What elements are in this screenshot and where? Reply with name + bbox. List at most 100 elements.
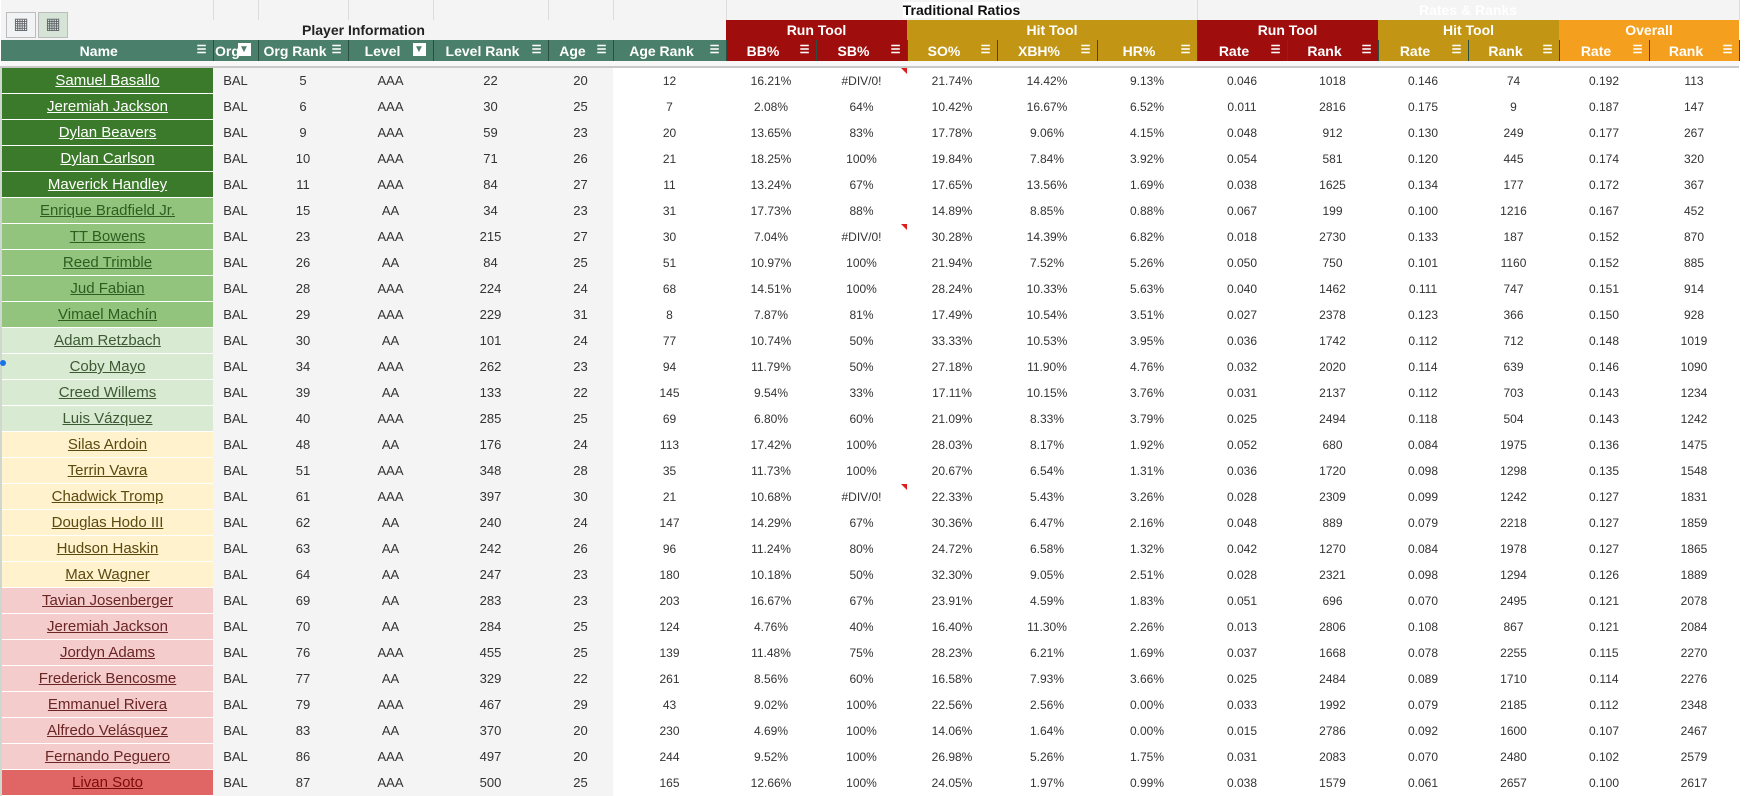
player-name-link[interactable]: Emmanuel Rivera xyxy=(0,691,213,718)
cell-hit-rank: 1294 xyxy=(1468,561,1559,588)
filter-icon[interactable]: ☰ xyxy=(1180,44,1191,56)
cell-hr: 2.26% xyxy=(1097,613,1197,640)
header-xbh[interactable]: XBH% ☰ xyxy=(997,40,1098,61)
player-name-link[interactable]: TT Bowens xyxy=(0,223,213,250)
cell-overall-rank: 113 xyxy=(1649,67,1739,94)
header-org-rank[interactable]: Org Rank ☰ xyxy=(258,40,349,61)
player-name-link[interactable]: Max Wagner xyxy=(0,561,213,588)
filter-active-icon[interactable]: ▼ xyxy=(412,43,426,56)
cell-hit-rate: 0.108 xyxy=(1378,613,1468,640)
header-level-rank[interactable]: Level Rank ☰ xyxy=(433,40,549,61)
filter-icon[interactable]: ☰ xyxy=(1270,44,1281,56)
filter-icon[interactable]: ☰ xyxy=(1632,44,1643,56)
player-name-link[interactable]: Creed Willems xyxy=(0,379,213,406)
player-name-link[interactable]: Enrique Bradfield Jr. xyxy=(0,197,213,224)
table-settings-button[interactable]: ▦ xyxy=(38,12,68,38)
filter-icon[interactable]: ☰ xyxy=(1542,44,1553,56)
player-name-link[interactable]: Coby Mayo xyxy=(0,353,213,380)
player-name-link[interactable]: Jordyn Adams xyxy=(0,639,213,666)
cell-hit-rate: 0.134 xyxy=(1378,171,1468,198)
player-name-link[interactable]: Luis Vázquez xyxy=(0,405,213,432)
filter-icon[interactable]: ☰ xyxy=(531,44,542,56)
filter-icon[interactable]: ☰ xyxy=(890,44,901,56)
player-name-link[interactable]: Maverick Handley xyxy=(0,171,213,198)
cell-run-rate: 0.027 xyxy=(1197,301,1287,328)
player-name-link[interactable]: Vimael Machín xyxy=(0,301,213,328)
player-name-link[interactable]: Jeremiah Jackson xyxy=(0,613,213,640)
header-age-rank[interactable]: Age Rank ☰ xyxy=(613,40,727,61)
header-hit-rank[interactable]: Rank ☰ xyxy=(1468,40,1560,61)
selection-handle[interactable] xyxy=(0,360,6,366)
player-name-link[interactable]: Terrin Vavra xyxy=(0,457,213,484)
player-name-link[interactable]: Samuel Basallo xyxy=(0,67,213,94)
player-name-link[interactable]: Chadwick Tromp xyxy=(0,483,213,510)
cell-age-rank: 165 xyxy=(613,769,726,796)
header-bb[interactable]: BB% ☰ xyxy=(726,40,817,61)
header-level[interactable]: Level ▼ xyxy=(348,40,434,61)
cell-org: BAL xyxy=(213,145,258,172)
filter-icon[interactable]: ☰ xyxy=(980,44,991,56)
cell-age-rank: 21 xyxy=(613,145,726,172)
header-overall-rank[interactable]: Rank ☰ xyxy=(1649,40,1740,61)
filter-icon[interactable]: ☰ xyxy=(1451,44,1462,56)
filter-active-icon[interactable]: ▼ xyxy=(237,43,251,56)
cell-age: 25 xyxy=(548,405,613,432)
filter-icon[interactable]: ☰ xyxy=(596,44,607,56)
filter-icon[interactable]: ☰ xyxy=(196,44,207,56)
cell-org: BAL xyxy=(213,691,258,718)
cell-sb: 100% xyxy=(816,691,907,718)
header-run-rank[interactable]: Rank ☰ xyxy=(1287,40,1379,61)
cell-hit-rate: 0.089 xyxy=(1378,665,1468,692)
player-name-link[interactable]: Frederick Bencosme xyxy=(0,665,213,692)
table-view-button[interactable]: ▦ xyxy=(6,12,36,38)
player-name-link[interactable]: Alfredo Velásquez xyxy=(0,717,213,744)
header-hr[interactable]: HR% ☰ xyxy=(1097,40,1198,61)
player-name-link[interactable]: Tavian Josenberger xyxy=(0,587,213,614)
player-name-link[interactable]: Silas Ardoin xyxy=(0,431,213,458)
filter-icon[interactable]: ☰ xyxy=(1361,44,1372,56)
filter-icon[interactable]: ☰ xyxy=(799,44,810,56)
player-name-link[interactable]: Hudson Haskin xyxy=(0,535,213,562)
cell-run-rank: 1992 xyxy=(1287,691,1378,718)
header-age[interactable]: Age ☰ xyxy=(548,40,614,61)
table-row: Jeremiah Jackson BAL 70 AA 284 25 124 4.76% 40% 1… xyxy=(0,613,1739,640)
player-name-link[interactable]: Adam Retzbach xyxy=(0,327,213,354)
cell-overall-rate: 0.172 xyxy=(1559,171,1649,198)
player-name-link[interactable]: Dylan Beavers xyxy=(0,119,213,146)
player-name-link[interactable]: Douglas Hodo III xyxy=(0,509,213,536)
player-name-link[interactable]: Jud Fabian xyxy=(0,275,213,302)
cell-run-rank: 2786 xyxy=(1287,717,1378,744)
cell-run-rank: 2137 xyxy=(1287,379,1378,406)
header-hit-rate[interactable]: Rate ☰ xyxy=(1378,40,1469,61)
cell-overall-rank: 147 xyxy=(1649,93,1739,120)
player-name-link[interactable]: Jeremiah Jackson xyxy=(0,93,213,120)
filter-icon[interactable]: ☰ xyxy=(1722,44,1733,56)
table-row: Emmanuel Rivera BAL 79 AAA 467 29 43 9.02% 100% 2… xyxy=(0,691,1739,718)
header-overall-rate[interactable]: Rate ☰ xyxy=(1559,40,1650,61)
player-name-link[interactable]: Dylan Carlson xyxy=(0,145,213,172)
filter-icon[interactable]: ☰ xyxy=(331,44,342,56)
filter-icon[interactable]: ☰ xyxy=(709,44,720,56)
cell-xbh: 13.56% xyxy=(997,171,1097,198)
cell-run-rate: 0.025 xyxy=(1197,665,1287,692)
cell-bb: 7.87% xyxy=(726,301,816,328)
cell-hr: 3.26% xyxy=(1097,483,1197,510)
player-name-link[interactable]: Fernando Peguero xyxy=(0,743,213,770)
header-so[interactable]: SO% ☰ xyxy=(907,40,998,61)
player-name-link[interactable]: Livan Soto xyxy=(0,769,213,796)
filter-icon[interactable]: ☰ xyxy=(1080,44,1091,56)
cell-org-rank: 30 xyxy=(258,327,348,354)
header-run-rate[interactable]: Rate ☰ xyxy=(1197,40,1288,61)
header-name[interactable]: Name ☰ xyxy=(1,40,214,61)
cell-org-rank: 76 xyxy=(258,639,348,666)
cell-overall-rate: 0.152 xyxy=(1559,249,1649,276)
cell-bb: 11.73% xyxy=(726,457,816,484)
cell-run-rank: 680 xyxy=(1287,431,1378,458)
player-name-link[interactable]: Reed Trimble xyxy=(0,249,213,276)
cell-level-rank: 59 xyxy=(433,119,548,146)
cell-age: 28 xyxy=(548,457,613,484)
table-row: Alfredo Velásquez BAL 83 AA 370 20 230 4.69% 100… xyxy=(0,717,1739,744)
header-sb[interactable]: SB% ☰ xyxy=(816,40,908,61)
header-org[interactable]: Org ▼ xyxy=(213,40,259,61)
cell-run-rank: 2321 xyxy=(1287,561,1378,588)
